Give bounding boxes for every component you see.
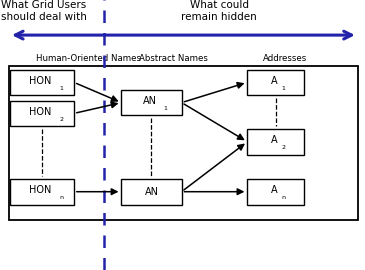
Text: 2: 2 xyxy=(59,117,64,122)
Bar xyxy=(10,70,74,95)
Text: HON: HON xyxy=(29,107,51,117)
Text: AN: AN xyxy=(145,187,158,197)
Bar xyxy=(247,129,304,154)
Text: 2: 2 xyxy=(281,145,285,150)
Text: AN: AN xyxy=(143,96,157,106)
Text: Addresses: Addresses xyxy=(263,54,307,63)
Bar xyxy=(10,100,74,126)
Text: Abstract Names: Abstract Names xyxy=(139,54,208,63)
Bar xyxy=(121,90,181,116)
Text: A: A xyxy=(270,185,277,195)
Text: What Grid Users
should deal with: What Grid Users should deal with xyxy=(1,0,87,22)
Text: HON: HON xyxy=(29,76,51,86)
Text: n: n xyxy=(281,195,285,200)
Bar xyxy=(247,179,304,205)
Text: n: n xyxy=(59,195,64,200)
Text: 1: 1 xyxy=(163,106,167,111)
Text: 1: 1 xyxy=(59,86,64,91)
Bar xyxy=(121,179,181,205)
Text: 1: 1 xyxy=(281,86,285,91)
Text: What could
remain hidden: What could remain hidden xyxy=(181,0,257,22)
Bar xyxy=(10,179,74,205)
Text: Human-Oriented Names: Human-Oriented Names xyxy=(36,54,142,63)
Bar xyxy=(247,70,304,95)
Bar xyxy=(9,66,358,220)
Text: A: A xyxy=(270,76,277,86)
Text: HON: HON xyxy=(29,185,51,195)
Text: A: A xyxy=(270,135,277,146)
